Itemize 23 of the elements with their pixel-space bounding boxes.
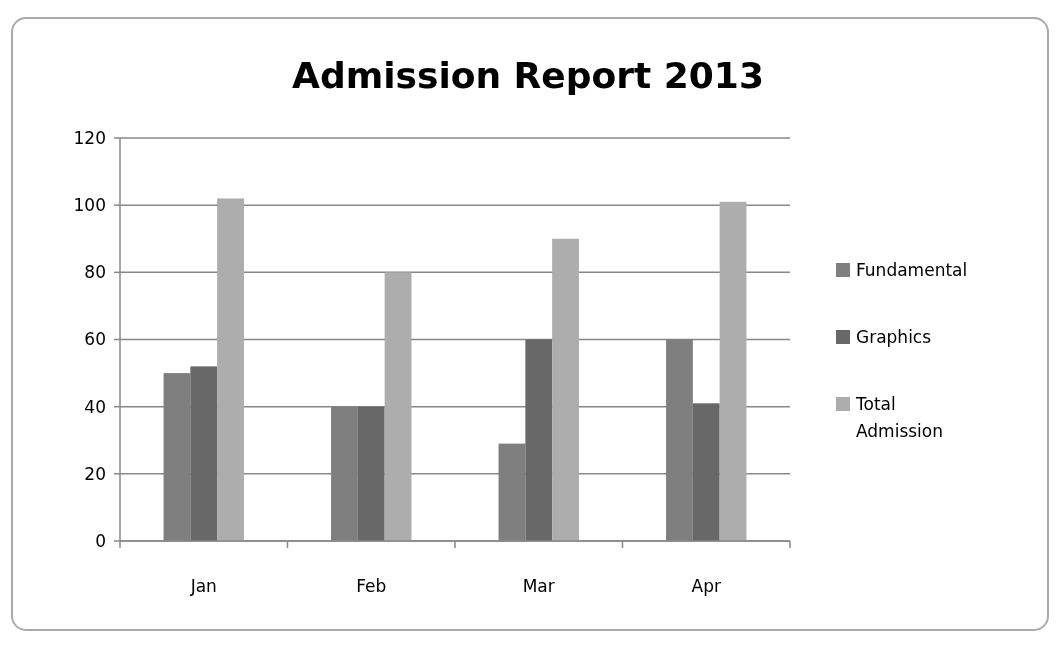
legend-label: Total Admission <box>855 393 944 442</box>
legend-label: Graphics <box>856 326 932 347</box>
bar <box>692 403 720 541</box>
bar <box>190 366 218 541</box>
x-tick-label: Jan <box>189 576 217 596</box>
bar <box>719 201 747 541</box>
y-tick-label: 120 <box>73 127 106 148</box>
x-tick-label: Apr <box>691 576 721 596</box>
bar <box>552 238 579 541</box>
legend-label: Fundamental <box>856 259 968 280</box>
bar <box>525 339 553 541</box>
x-tick-label: Mar <box>522 576 555 596</box>
y-tick-label: 60 <box>84 329 106 350</box>
y-tick-label: 80 <box>84 262 106 283</box>
chart-title: Admission Report 2013 <box>292 55 764 96</box>
y-tick-label: 100 <box>73 195 106 216</box>
y-tick-label: 40 <box>84 396 106 417</box>
bar <box>217 198 244 541</box>
bar <box>384 272 412 541</box>
x-tick-label: Feb <box>356 576 387 596</box>
bar <box>357 406 385 541</box>
y-tick-label: 0 <box>95 530 106 551</box>
y-tick-label: 20 <box>84 463 106 484</box>
